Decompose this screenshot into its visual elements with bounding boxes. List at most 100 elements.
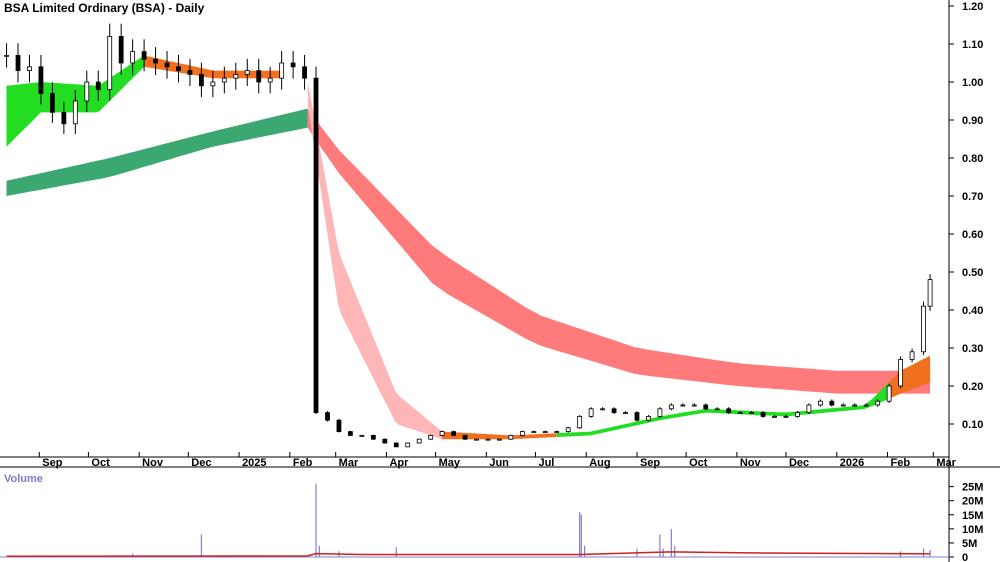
long-term-band-up	[6, 108, 308, 196]
candle-body	[267, 77, 273, 83]
candle-body	[817, 400, 823, 406]
price-tick-label: 0.40	[962, 305, 983, 317]
candle-body	[416, 438, 422, 444]
candle-body	[187, 70, 193, 75]
candle-body	[15, 55, 21, 72]
price-tick-label: 0.80	[962, 153, 983, 165]
candle-body	[852, 404, 858, 407]
price-tick-label: 1.10	[962, 39, 983, 51]
date-tick-label: 2026	[840, 457, 864, 469]
candle-body	[760, 412, 766, 417]
candle-body	[72, 100, 78, 125]
date-tick-label: Sep	[42, 457, 62, 469]
price-tick-label: 0.70	[962, 191, 983, 203]
candle-body	[600, 408, 605, 411]
candle-body	[95, 81, 101, 90]
candle-body	[4, 55, 9, 57]
candle-body	[921, 305, 926, 353]
date-tick-label: Feb	[891, 457, 911, 469]
volume-y-axis: 25M 20M 15M 10M 5M 0	[949, 482, 983, 562]
short-term-band-transition	[889, 355, 931, 399]
price-tick-label: 0.30	[962, 343, 983, 355]
date-tick-label: Mar	[936, 457, 956, 469]
volume-tick-label: 25M	[962, 482, 983, 494]
candle-body	[428, 434, 434, 440]
date-tick-label: Oct	[91, 457, 110, 469]
candle-body	[439, 431, 445, 436]
candle-body	[703, 404, 709, 410]
price-panel	[0, 0, 949, 467]
volume-panel-label: Volume	[4, 473, 43, 485]
volume-tick-label: 0	[962, 552, 968, 562]
candle-body	[130, 51, 136, 64]
candle-body	[49, 93, 55, 113]
candle-body	[451, 431, 456, 436]
candle-body	[588, 408, 594, 417]
candle-body	[691, 404, 697, 407]
date-tick-label: Mar	[339, 457, 359, 469]
price-tick-label: 0.20	[962, 381, 983, 393]
candle-body	[199, 74, 204, 87]
candle-body	[141, 51, 147, 60]
short-term-band-down	[307, 82, 443, 440]
date-tick-label: Feb	[293, 457, 313, 469]
candle-body	[393, 442, 399, 448]
candle-body	[668, 404, 674, 410]
price-tick-label: 1.20	[962, 1, 983, 13]
candle-body	[164, 62, 170, 68]
candle-body	[176, 66, 181, 72]
date-tick-label: Oct	[689, 457, 708, 469]
candle-body	[714, 408, 720, 411]
candle-body	[313, 77, 319, 413]
date-tick-label: Nov	[142, 457, 164, 469]
date-tick-label: 2025	[242, 457, 266, 469]
volume-tick-label: 20M	[962, 496, 983, 508]
candle-body	[577, 415, 583, 429]
candle-body	[370, 434, 376, 440]
short-term-band-transition	[442, 431, 557, 440]
candle-body	[737, 412, 743, 415]
date-tick-label: Aug	[589, 457, 610, 469]
candle-body	[153, 58, 158, 64]
date-tick-label: Sep	[640, 457, 660, 469]
candle-body	[61, 112, 67, 125]
candle-body	[542, 431, 548, 434]
candle-body	[233, 74, 239, 79]
candle-body	[474, 438, 479, 441]
candle-body	[462, 434, 468, 440]
candle-body	[795, 412, 800, 417]
price-candles	[4, 23, 933, 448]
candle-body	[519, 431, 525, 436]
candle-body	[27, 66, 32, 72]
candle-body	[863, 404, 869, 407]
candle-body	[749, 412, 755, 415]
candle-body	[783, 415, 789, 418]
candle-body	[657, 408, 663, 417]
candle-body	[875, 400, 881, 406]
date-tick-label: Dec	[191, 457, 211, 469]
candle-body	[302, 66, 307, 79]
long-term-band-down	[307, 108, 931, 394]
candle-body	[634, 412, 640, 421]
price-y-axis: 1.20 1.10 1.00 0.90 0.80 0.70 0.60 0.50 0.40 0.30…	[949, 1, 983, 431]
date-tick-label: Apr	[389, 457, 409, 469]
price-tick-label: 0.10	[962, 419, 983, 431]
candle-body	[279, 62, 285, 79]
short-term-band-up	[556, 382, 890, 437]
date-tick-label: May	[439, 457, 461, 469]
price-tick-label: 1.00	[962, 77, 983, 89]
candle-body	[840, 404, 846, 407]
candle-body	[118, 36, 124, 64]
candle-body	[565, 427, 571, 432]
chart-title: BSA Limited Ordinary (BSA) - Daily	[4, 1, 205, 15]
candle-body	[359, 434, 365, 437]
candle-body	[646, 415, 651, 421]
candle-body	[508, 434, 514, 440]
candle-body	[221, 77, 227, 83]
candle-body	[886, 385, 892, 402]
candle-body	[772, 415, 777, 418]
candle-body	[348, 431, 353, 436]
candle-body	[290, 62, 296, 68]
date-x-axis: Sep Oct Nov Dec 2025 Feb Mar Apr May Jun Jul Aug Sep…	[38, 452, 957, 469]
date-tick-label: Jul	[538, 457, 554, 469]
